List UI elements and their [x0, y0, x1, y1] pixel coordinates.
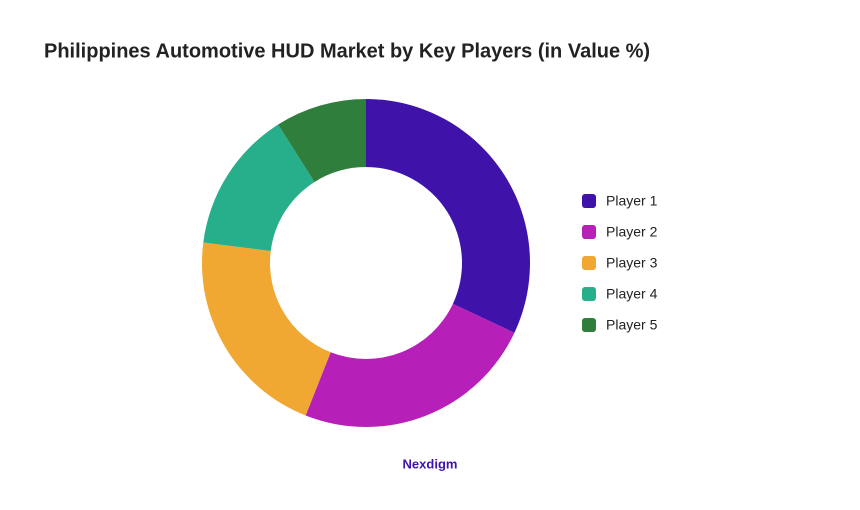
legend-label: Player 4 — [606, 286, 658, 302]
legend-swatch — [582, 225, 596, 239]
legend-label: Player 1 — [606, 193, 658, 209]
legend-swatch — [582, 194, 596, 208]
donut-slice — [278, 99, 366, 182]
chart-title: Philippines Automotive HUD Market by Key… — [44, 40, 650, 62]
donut-slice — [366, 99, 531, 333]
donut-slice — [305, 303, 515, 427]
legend-swatch — [582, 256, 596, 270]
legend-swatch — [582, 287, 596, 301]
legend-label: Player 5 — [606, 317, 658, 333]
legend-label: Player 2 — [606, 224, 658, 240]
donut-slice — [203, 124, 315, 251]
footer: Nexdigm — [403, 456, 458, 471]
legend-swatch — [582, 318, 596, 332]
donut-slice — [201, 242, 331, 416]
legend-label: Player 3 — [606, 255, 658, 271]
